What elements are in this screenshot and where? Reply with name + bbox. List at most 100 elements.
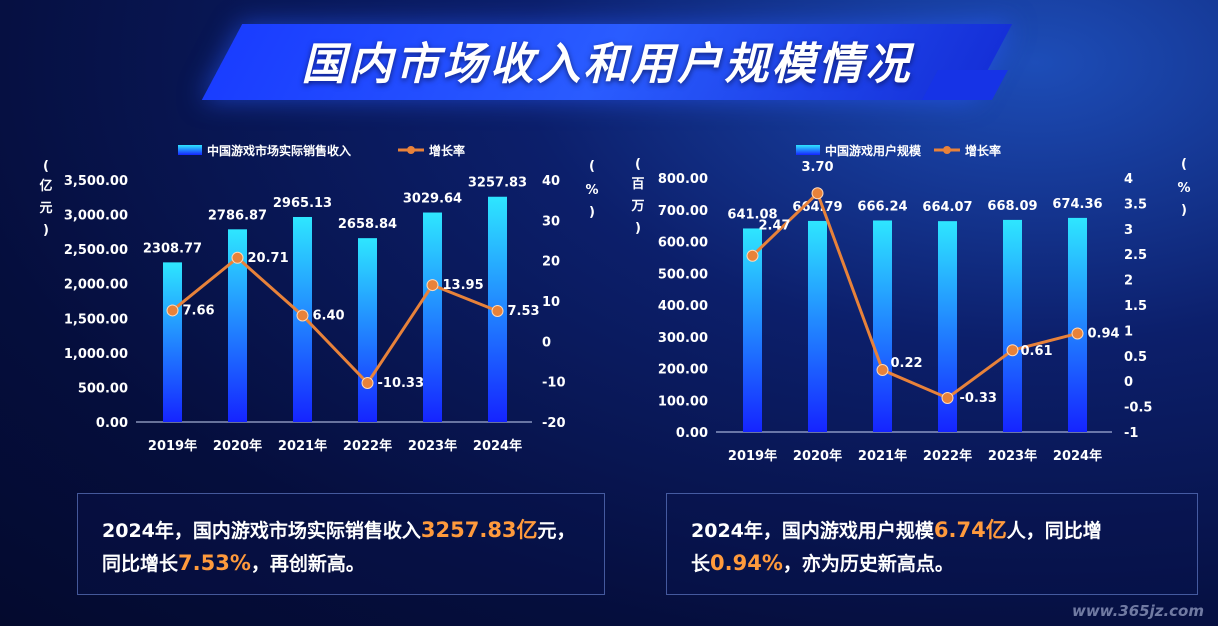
y2-tick-label: 2.5 xyxy=(1124,248,1147,263)
y2-axis-unit: % xyxy=(1177,181,1190,196)
summary-text: ，再创新高。 xyxy=(250,553,365,575)
bar xyxy=(423,212,442,422)
y2-tick-label: -10 xyxy=(542,376,566,391)
y-tick-label: 2,500.00 xyxy=(64,243,128,258)
y2-tick-label: 1 xyxy=(1124,324,1133,339)
legend-bar-swatch xyxy=(178,145,202,155)
y2-tick-label: 4 xyxy=(1124,172,1133,187)
growth-rate-point xyxy=(746,249,759,262)
bar-value-label: 664.79 xyxy=(792,200,842,215)
x-tick-label: 2024年 xyxy=(1053,448,1102,464)
growth-rate-point xyxy=(166,304,179,317)
y-axis-paren-close: ) xyxy=(635,221,641,236)
bar-value-label: 2658.84 xyxy=(338,217,397,232)
growth-rate-label: 0.94 xyxy=(1088,326,1120,341)
y-axis-unit-char: 百 xyxy=(631,177,644,192)
growth-rate-label: 0.61 xyxy=(1021,344,1053,359)
x-tick-label: 2022年 xyxy=(923,448,972,464)
y-axis-unit-char: 亿 xyxy=(39,178,52,194)
bar-value-label: 2308.77 xyxy=(143,241,202,256)
summary-highlight: 0.94% xyxy=(710,551,783,575)
y-tick-label: 800.00 xyxy=(658,172,708,187)
y2-tick-label: 1.5 xyxy=(1124,299,1147,314)
y-tick-label: 3,500.00 xyxy=(64,174,128,189)
x-tick-label: 2023年 xyxy=(408,438,457,454)
y2-tick-label: 3 xyxy=(1124,223,1133,238)
y2-tick-label: -0.5 xyxy=(1124,401,1152,416)
summary-highlight: 7.53% xyxy=(178,551,251,575)
y2-tick-label: 20 xyxy=(542,255,560,270)
growth-rate-point xyxy=(876,364,889,377)
bar xyxy=(743,228,762,432)
growth-rate-point xyxy=(426,279,439,292)
y-axis-unit-char: 万 xyxy=(630,199,644,214)
bar xyxy=(873,220,892,432)
growth-rate-point xyxy=(1071,327,1084,340)
growth-rate-point xyxy=(296,309,309,322)
revenue-summary-line1: 2024年，国内游戏市场实际销售收入3257.83亿元， xyxy=(102,514,580,547)
x-tick-label: 2023年 xyxy=(988,448,1037,464)
growth-rate-point xyxy=(1006,344,1019,357)
y-tick-label: 600.00 xyxy=(658,236,708,251)
y-tick-label: 100.00 xyxy=(658,394,708,409)
y-axis-paren-open: ( xyxy=(43,159,49,174)
user-summary-line1: 2024年，国内游戏用户规模6.74亿人，同比增 xyxy=(691,514,1173,547)
y-tick-label: 0.00 xyxy=(96,416,128,431)
bar xyxy=(938,221,957,432)
y-tick-label: 1,000.00 xyxy=(64,347,128,362)
bar-value-label: 3029.64 xyxy=(403,192,462,207)
y2-tick-label: 10 xyxy=(542,295,560,310)
legend-line-label: 增长率 xyxy=(429,143,465,158)
legend-bar-swatch xyxy=(796,145,820,155)
bar xyxy=(1068,217,1087,432)
y2-tick-label: -20 xyxy=(542,416,566,431)
growth-rate-label: 13.95 xyxy=(443,278,484,293)
x-tick-label: 2022年 xyxy=(343,438,392,454)
growth-rate-point xyxy=(491,304,504,317)
summary-text: 人，同比增 xyxy=(1006,520,1102,542)
x-tick-label: 2019年 xyxy=(728,448,777,464)
y2-tick-label: -1 xyxy=(1124,426,1138,441)
summary-highlight: 3257.83亿 xyxy=(420,518,538,542)
y-tick-label: 700.00 xyxy=(658,204,708,219)
summary-text: 2024年，国内游戏市场实际销售收入 xyxy=(102,520,421,542)
legend-line-marker xyxy=(407,146,415,154)
bar xyxy=(228,229,247,422)
bar-value-label: 3257.83 xyxy=(468,176,527,191)
y2-axis-unit: % xyxy=(585,183,598,198)
summary-text: 同比增长 xyxy=(102,553,179,575)
user-scale-chart: 中国游戏用户规模 增长率 (百万) (%) 0.00 100.00 200.00 300.00… xyxy=(630,143,1190,464)
legend-bar-label: 中国游戏市场实际销售收入 xyxy=(207,143,351,158)
bar-value-label: 668.09 xyxy=(987,199,1037,214)
watermark: www.365jz.com xyxy=(1071,602,1204,620)
x-tick-label: 2024年 xyxy=(473,438,522,454)
summary-text: ，亦为历史新高点。 xyxy=(782,553,954,575)
revenue-summary-line2: 同比增长7.53%，再创新高。 xyxy=(102,547,580,580)
summary-text: 元， xyxy=(537,520,576,542)
y-tick-label: 3,000.00 xyxy=(64,209,128,224)
bar-value-label: 2965.13 xyxy=(273,196,332,211)
growth-rate-line xyxy=(171,255,499,386)
legend-line-label: 增长率 xyxy=(965,143,1001,158)
bar xyxy=(808,220,827,432)
y2-tick-label: 40 xyxy=(542,174,560,189)
x-tick-label: 2020年 xyxy=(213,438,262,454)
y2-tick-label: 3.5 xyxy=(1124,197,1147,212)
y-tick-label: 400.00 xyxy=(658,299,708,314)
y-tick-label: 200.00 xyxy=(658,363,708,378)
growth-rate-label: 7.66 xyxy=(183,303,215,318)
y-tick-label: 2,000.00 xyxy=(64,278,128,293)
y2-tick-label: 0 xyxy=(542,335,551,350)
revenue-chart: 中国游戏市场实际销售收入 增长率 (亿元) (%) 0.00 500.00 1,000.00… xyxy=(39,143,598,454)
bar xyxy=(163,262,182,422)
growth-rate-line xyxy=(751,190,1078,400)
growth-rate-point xyxy=(361,376,374,389)
y-tick-label: 1,500.00 xyxy=(64,312,128,327)
summary-highlight: 6.74亿 xyxy=(933,518,1007,542)
y2-tick-label: 2 xyxy=(1124,274,1133,289)
y-tick-label: 500.00 xyxy=(78,381,128,396)
bar-value-label: 641.08 xyxy=(727,207,777,222)
x-tick-label: 2021年 xyxy=(278,438,327,454)
user-summary-line2: 长0.94%，亦为历史新高点。 xyxy=(691,547,1173,580)
revenue-summary: 2024年，国内游戏市场实际销售收入3257.83亿元， 同比增长7.53%，再… xyxy=(77,493,605,595)
